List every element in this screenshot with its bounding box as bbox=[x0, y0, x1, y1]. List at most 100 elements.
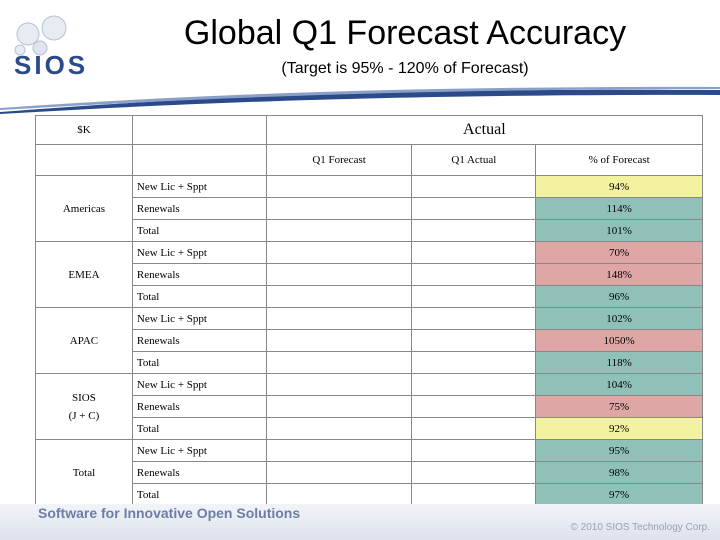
footer-copyright: © 2010 SIOS Technology Corp. bbox=[570, 522, 711, 533]
table-row: Total New Lic + Sppt 95% bbox=[35, 439, 703, 506]
pct-of-forecast-cell: 95% bbox=[535, 439, 703, 462]
pct-of-forecast-cell: 94% bbox=[535, 175, 703, 198]
table-row: Americas New Lic + Sppt 94% bbox=[35, 175, 703, 242]
q1-forecast-cell bbox=[265, 241, 413, 264]
row-label: New Lic + Sppt bbox=[131, 373, 267, 396]
blank-header-cell bbox=[131, 115, 267, 145]
region-name-text: EMEA bbox=[68, 268, 100, 281]
q1-actual-cell bbox=[411, 483, 537, 506]
blank-header-cell bbox=[131, 144, 267, 176]
pct-of-forecast-cell: 97% bbox=[535, 483, 703, 506]
row-label: Total bbox=[131, 351, 267, 374]
q1-actual-cell bbox=[411, 263, 537, 286]
q1-forecast-cell bbox=[265, 439, 413, 462]
region-name: Americas bbox=[35, 175, 133, 242]
sios-logo-icon bbox=[14, 15, 67, 56]
region-name-text: Americas bbox=[62, 202, 106, 215]
row-label: Total bbox=[131, 219, 267, 242]
footer-tagline: Software for Innovative Open Solutions bbox=[38, 505, 301, 521]
row-label: New Lic + Sppt bbox=[131, 175, 267, 198]
q1-actual-cell bbox=[411, 307, 537, 330]
row-label: New Lic + Sppt bbox=[131, 241, 267, 264]
row-label: Renewals bbox=[131, 197, 267, 220]
q1-actual-cell bbox=[411, 219, 537, 242]
row-label: Total bbox=[131, 417, 267, 440]
q1-forecast-cell bbox=[265, 395, 413, 418]
page-subtitle: (Target is 95% - 120% of Forecast) bbox=[281, 60, 529, 77]
table-row: SIOS (J + C) New Lic + Sppt 104% bbox=[35, 373, 703, 440]
row-label: New Lic + Sppt bbox=[131, 439, 267, 462]
row-label: Renewals bbox=[131, 329, 267, 352]
region-name: SIOS (J + C) bbox=[35, 373, 133, 440]
pct-of-forecast-cell: 104% bbox=[535, 373, 703, 396]
pct-of-forecast-cell: 101% bbox=[535, 219, 703, 242]
q1-actual-cell bbox=[411, 417, 537, 440]
region-name: APAC bbox=[35, 307, 133, 374]
table-row: Total 96% bbox=[36, 285, 703, 308]
col-header-pct-of-forecast: % of Forecast bbox=[535, 144, 703, 176]
header-row-2: Q1 Forecast Q1 Actual % of Forecast bbox=[35, 144, 703, 176]
q1-actual-cell bbox=[411, 461, 537, 484]
table-row: Total 101% bbox=[36, 219, 703, 242]
pct-of-forecast-cell: 148% bbox=[535, 263, 703, 286]
table-row: Total 92% bbox=[36, 417, 703, 440]
pct-of-forecast-cell: 118% bbox=[535, 351, 703, 374]
pct-of-forecast-cell: 70% bbox=[535, 241, 703, 264]
q1-actual-cell bbox=[411, 285, 537, 308]
q1-actual-cell bbox=[411, 197, 537, 220]
q1-actual-cell bbox=[411, 351, 537, 374]
region-name-subtext: (J + C) bbox=[68, 409, 100, 422]
q1-forecast-cell bbox=[265, 197, 413, 220]
region-name: EMEA bbox=[35, 241, 133, 308]
table-row: APAC New Lic + Sppt 102% bbox=[35, 307, 703, 374]
q1-forecast-cell bbox=[265, 329, 413, 352]
col-header-q1-forecast: Q1 Forecast bbox=[265, 144, 413, 176]
region-name-text: APAC bbox=[69, 334, 99, 347]
row-label: Total bbox=[131, 285, 267, 308]
q1-forecast-cell bbox=[265, 461, 413, 484]
q1-forecast-cell bbox=[265, 263, 413, 286]
pct-of-forecast-cell: 98% bbox=[535, 461, 703, 484]
col-header-q1-actual: Q1 Actual bbox=[411, 144, 537, 176]
q1-forecast-cell bbox=[265, 175, 413, 198]
header-row-1: $K Actual bbox=[35, 115, 704, 145]
logo-text: SIOS bbox=[14, 50, 89, 80]
table-row: Renewals 114% bbox=[36, 197, 703, 220]
table-row: Renewals 1050% bbox=[36, 329, 703, 352]
table-row: Renewals 148% bbox=[36, 263, 703, 286]
table-row: Renewals 98% bbox=[36, 461, 703, 484]
pct-of-forecast-cell: 114% bbox=[535, 197, 703, 220]
region-name-text: Total bbox=[72, 466, 96, 479]
q1-forecast-cell bbox=[265, 483, 413, 506]
header-swoosh bbox=[0, 86, 720, 114]
q1-actual-cell bbox=[411, 439, 537, 462]
table-row: Total 97% bbox=[36, 483, 703, 506]
pct-of-forecast-cell: 96% bbox=[535, 285, 703, 308]
q1-actual-cell bbox=[411, 395, 537, 418]
region-name-text: SIOS bbox=[72, 391, 96, 404]
q1-actual-cell bbox=[411, 373, 537, 396]
q1-forecast-cell bbox=[265, 417, 413, 440]
table-row: Renewals 75% bbox=[36, 395, 703, 418]
q1-actual-cell bbox=[411, 241, 537, 264]
row-label: Total bbox=[131, 483, 267, 506]
actual-group-header: Actual bbox=[265, 115, 704, 145]
q1-forecast-cell bbox=[265, 351, 413, 374]
row-label: New Lic + Sppt bbox=[131, 307, 267, 330]
row-label: Renewals bbox=[131, 461, 267, 484]
q1-forecast-cell bbox=[265, 307, 413, 330]
q1-actual-cell bbox=[411, 329, 537, 352]
pct-of-forecast-cell: 102% bbox=[535, 307, 703, 330]
region-name: Total bbox=[35, 439, 133, 506]
footer-bar bbox=[0, 504, 720, 540]
q1-forecast-cell bbox=[265, 373, 413, 396]
q1-forecast-cell bbox=[265, 219, 413, 242]
row-label: Renewals bbox=[131, 395, 267, 418]
pct-of-forecast-cell: 75% bbox=[535, 395, 703, 418]
corner-label: $K bbox=[35, 115, 133, 145]
pct-of-forecast-cell: 92% bbox=[535, 417, 703, 440]
pct-of-forecast-cell: 1050% bbox=[535, 329, 703, 352]
q1-forecast-cell bbox=[265, 285, 413, 308]
table-row: Total 118% bbox=[36, 351, 703, 374]
row-label: Renewals bbox=[131, 263, 267, 286]
